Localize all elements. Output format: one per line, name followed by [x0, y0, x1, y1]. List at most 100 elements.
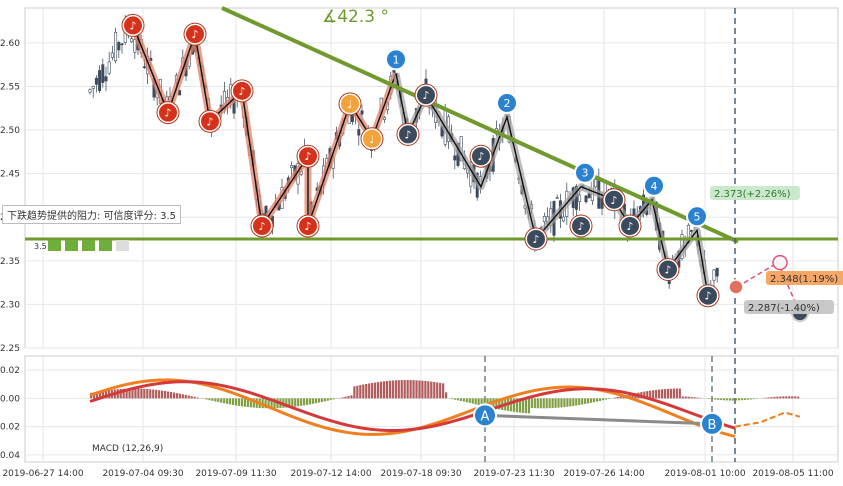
macd-y-tick: -0.02	[0, 423, 20, 433]
wave-marker	[574, 161, 596, 184]
macd-histogram-bar	[368, 383, 371, 399]
dark-marker	[525, 228, 547, 251]
macd-histogram-bar	[362, 384, 365, 399]
macd-histogram-bar	[365, 383, 368, 399]
macd-histogram-bar	[412, 380, 415, 399]
macd-histogram-bar	[495, 398, 498, 409]
macd-histogram-bar	[539, 398, 542, 409]
x-tick-label: 2019-07-18 09:30	[380, 469, 461, 479]
orange-marker-ring	[338, 92, 362, 116]
macd-histogram-bar	[249, 398, 252, 408]
macd-histogram-bar	[737, 398, 741, 401]
macd-histogram-bar	[631, 393, 634, 399]
dark-marker-ring	[618, 214, 642, 238]
macd-dea-line	[89, 380, 736, 433]
macd-histogram-bar	[155, 389, 158, 399]
red-marker	[199, 110, 221, 133]
macd-histogram-bar	[193, 396, 196, 399]
red-marker-glyph: ♪	[206, 115, 213, 128]
macd-histogram-bar	[569, 398, 572, 407]
macd-histogram-bar	[604, 398, 607, 400]
macd-histogram-bar	[229, 398, 232, 405]
macd-histogram-bar	[243, 398, 247, 407]
red-marker	[231, 79, 253, 102]
macd-histogram-bar	[341, 397, 344, 399]
macd-histogram-bar	[536, 398, 539, 409]
macd-histogram-bar	[442, 383, 445, 399]
candle-body	[107, 61, 111, 74]
macd-histogram-bar	[288, 398, 291, 408]
macd-histogram-bar	[445, 392, 448, 399]
macd-histogram-bar	[211, 398, 214, 401]
macd-histogram-bar	[717, 398, 720, 400]
macd-histogram-bar	[98, 391, 102, 399]
macd-histogram-bar	[592, 398, 596, 403]
trend-angle-label: ∡42.3 °	[322, 7, 389, 27]
macd-histogram-bar	[516, 398, 519, 413]
candle-body	[542, 215, 546, 223]
macd-histogram-bar	[524, 398, 528, 414]
orange-marker	[361, 127, 383, 150]
dark-marker	[657, 258, 679, 281]
dark-marker-ring	[656, 258, 680, 282]
annotation-label: 2.348(1.19%)	[770, 274, 838, 285]
macd-histogram-bar	[646, 391, 649, 399]
macd-histogram-bar	[146, 389, 149, 399]
macd-histogram-bar	[669, 388, 673, 399]
red-marker-ring	[121, 13, 145, 37]
macd-histogram-bar	[424, 380, 427, 399]
macd-histogram-bar	[152, 389, 155, 399]
macd-histogram-bar	[264, 398, 267, 409]
red-marker-glyph: ♪	[191, 28, 198, 41]
macd-histogram-bar	[208, 398, 211, 401]
macd-histogram-bar	[498, 398, 501, 410]
macd-histogram-bar	[770, 397, 773, 399]
dark-marker-ring	[414, 83, 438, 107]
macd-histogram-bar	[530, 398, 533, 408]
candle-body	[712, 269, 716, 281]
macd-histogram-bar	[678, 388, 681, 399]
candle-body	[133, 39, 137, 53]
macd-histogram-bar	[163, 391, 167, 399]
macd-histogram-bar	[483, 398, 486, 407]
macd-histogram-bar	[119, 388, 122, 399]
dark-marker-ring	[396, 122, 420, 146]
x-tick-label: 2019-08-01 10:00	[664, 469, 745, 479]
macd-histogram-bar	[149, 389, 152, 399]
macd-histogram-bar	[557, 398, 560, 408]
macd-histogram-bar	[462, 398, 465, 402]
divergence-marker	[700, 411, 724, 436]
macd-histogram-bar	[477, 398, 480, 405]
annotation-label: 2.287(-1.40%)	[748, 303, 820, 314]
candle-body	[290, 165, 294, 168]
macd-histogram-bar	[782, 396, 785, 399]
orange-marker-glyph: ♩	[369, 133, 374, 146]
red-marker	[297, 214, 319, 237]
macd-histogram-bar	[134, 388, 137, 399]
rating-star	[48, 240, 61, 251]
macd-histogram-bar	[480, 398, 483, 406]
macd-histogram-bar	[660, 389, 664, 399]
macd-histogram-bar	[291, 398, 294, 408]
macd-histogram-bar	[323, 398, 326, 402]
macd-histogram-bar	[589, 398, 593, 403]
macd-label: MACD (12,26,9)	[92, 444, 163, 454]
macd-histogram-bar	[169, 391, 173, 399]
macd-histogram-bar	[723, 398, 726, 401]
macd-histogram-bar	[607, 398, 610, 399]
macd-histogram-bar	[510, 398, 513, 412]
macd-histogram-bar	[104, 390, 107, 399]
macd-histogram-bar	[720, 398, 723, 401]
macd-histogram-bar	[527, 398, 531, 414]
dark-marker	[619, 214, 641, 237]
macd-histogram-bar	[400, 380, 403, 399]
red-marker-ring	[250, 214, 274, 238]
forecast-peak-dot	[772, 254, 788, 271]
macd-histogram-bar	[788, 396, 791, 399]
macd-histogram-bar	[232, 398, 235, 405]
macd-histogram-bar	[563, 398, 566, 408]
wave-marker	[385, 48, 407, 71]
macd-histogram-bar	[767, 397, 770, 399]
wave-marker	[686, 205, 708, 228]
macd-histogram-bar	[652, 390, 655, 399]
